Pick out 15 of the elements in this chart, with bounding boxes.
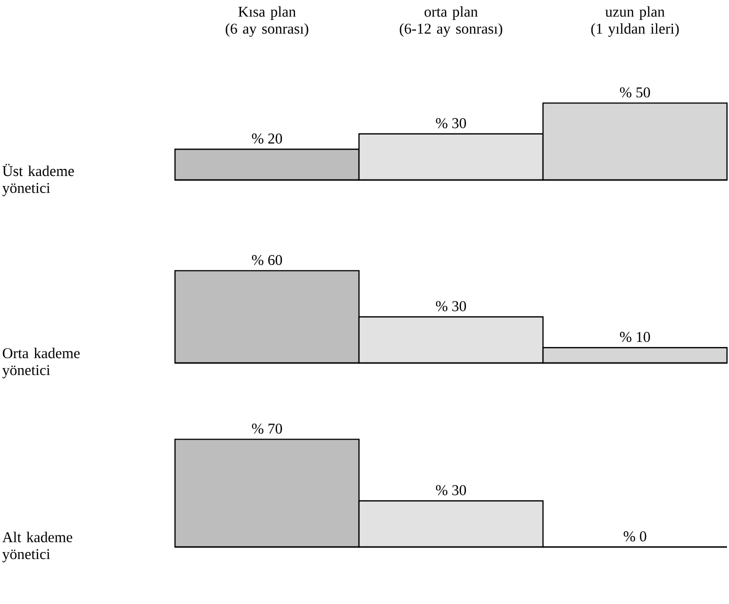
y-axis-title: Alt kademe yönetici: [2, 532, 72, 562]
y-axis-title: Orta kademe yönetici: [2, 348, 80, 378]
x-tick-label: uzun plan (1 yıldan ileri): [591, 6, 679, 37]
data-label: % 0: [624, 531, 646, 542]
x-tick-label: Kısa plan (6 ay sonrası): [226, 6, 308, 37]
data-label: % 10: [620, 332, 650, 342]
data-label: % 70: [252, 424, 282, 434]
data-label: % 60: [252, 254, 282, 266]
data-label: % 50: [620, 87, 650, 98]
x-tick-label: orta plan (6-12 ay sonrası): [400, 6, 502, 37]
data-label: % 30: [436, 301, 466, 312]
y-axis-title: Üst kademe yönetici: [2, 164, 74, 196]
data-label: % 20: [252, 134, 282, 144]
data-label: % 30: [436, 118, 466, 128]
data-label: % 30: [436, 485, 466, 496]
